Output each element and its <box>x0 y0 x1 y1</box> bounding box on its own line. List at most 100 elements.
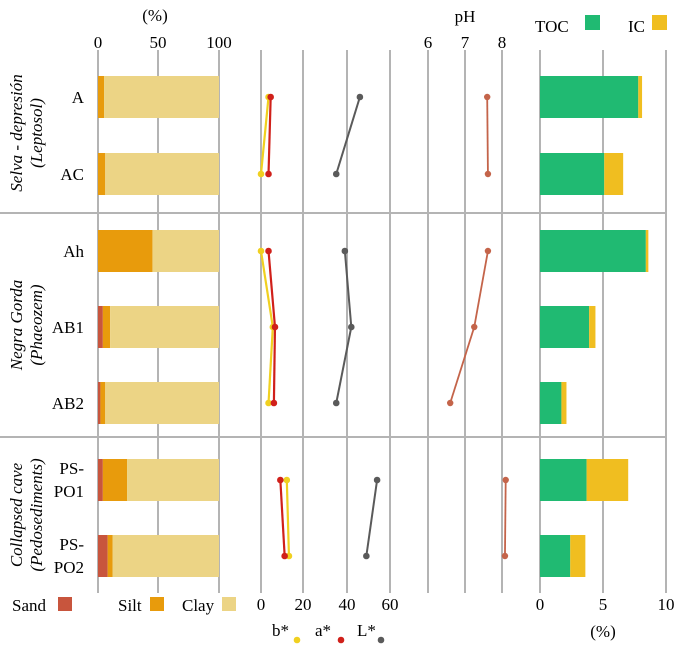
carbon-bar-ic-3 <box>589 306 596 348</box>
carbon-bar-toc-5 <box>540 459 587 501</box>
color-a-point-4 <box>270 399 278 407</box>
texture-bar-sand-6 <box>98 535 108 577</box>
ph-point-6 <box>501 552 509 560</box>
carbon-axis-unit: (%) <box>590 622 615 641</box>
legend-sand-label: Sand <box>12 596 47 615</box>
group-label-negra-line1: Negra Gorda <box>7 280 26 372</box>
ph-point-4 <box>447 399 454 407</box>
color-L-point-5 <box>373 476 381 484</box>
color-L-segment-1-0 <box>343 250 353 328</box>
color-L-point-0 <box>356 93 364 101</box>
texture-bar-clay-0 <box>104 76 219 118</box>
sample-label-2: Ah <box>63 242 84 261</box>
legend-silt-label: Silt <box>118 596 142 615</box>
color-L-point-2 <box>341 247 349 255</box>
group-label-negra-line2: (Phaeozem) <box>27 284 46 366</box>
texture-tick-label: 100 <box>206 33 232 52</box>
texture-bar-silt-0 <box>98 76 105 118</box>
carbon-bar-ic-2 <box>645 230 649 272</box>
carbon-bar-toc-4 <box>540 382 562 424</box>
carbon-bar-ic-6 <box>570 535 586 577</box>
texture-bar-clay-1 <box>105 153 219 195</box>
legend-a-marker <box>337 636 345 644</box>
ph-tick-label: 6 <box>424 33 433 52</box>
color-b-segment-1-1 <box>267 326 274 404</box>
color-L-segment-1-1 <box>335 326 353 404</box>
texture-bar-clay-4 <box>105 382 219 424</box>
sample-label-1: AC <box>60 165 84 184</box>
sample-label-6-line2: PO2 <box>54 558 84 577</box>
carbon-bar-toc-1 <box>540 153 605 195</box>
carbon-bar-ic-0 <box>638 76 643 118</box>
sample-label-3: AB1 <box>52 318 84 337</box>
ph-segment-2-0 <box>504 479 507 557</box>
group-label-cave-line2: (Pedosediments) <box>27 458 46 572</box>
sample-label-5-line2: PO1 <box>54 482 84 501</box>
legend-clay-swatch <box>222 597 236 611</box>
texture-bar-clay-2 <box>152 230 219 272</box>
texture-bar-silt-4 <box>100 382 106 424</box>
ph-point-2 <box>484 247 492 255</box>
legend-toc-label: TOC <box>535 17 569 36</box>
ph-segment-1-0 <box>473 250 489 328</box>
carbon-bar-ic-1 <box>604 153 624 195</box>
texture-bar-clay-6 <box>112 535 219 577</box>
legend-l-marker <box>377 636 385 644</box>
carbon-tick-label: 0 <box>536 595 545 614</box>
color-b-point-5 <box>283 476 291 484</box>
sample-label-0: A <box>72 88 85 107</box>
legend-toc-swatch <box>585 15 600 30</box>
texture-bar-sand-5 <box>98 459 103 501</box>
ph-point-0 <box>484 93 491 101</box>
ph-tick-label: 7 <box>461 33 470 52</box>
carbon-bar-toc-6 <box>540 535 571 577</box>
legend-clay-label: Clay <box>182 596 215 615</box>
group-label-selva-line1: Selva - depresión <box>7 74 26 191</box>
group-label-cave-line1: Collapsed cave <box>7 462 26 567</box>
legend-ic-label: IC <box>628 17 645 36</box>
color-a-point-6 <box>281 552 288 560</box>
texture-bar-silt-5 <box>102 459 128 501</box>
sample-label-6: PS- <box>59 535 84 554</box>
legend-l-label: L* <box>357 621 376 640</box>
legend-a-label: a* <box>315 621 331 640</box>
color-L-point-6 <box>363 552 370 560</box>
texture-bar-silt-1 <box>98 153 106 195</box>
ph-segment-1-1 <box>449 326 476 404</box>
carbon-bar-toc-3 <box>540 306 590 348</box>
color-tick-label: 0 <box>257 595 266 614</box>
color-tick-label: 60 <box>382 595 399 614</box>
texture-bar-silt-6 <box>107 535 113 577</box>
color-a-segment-2-0 <box>279 479 286 557</box>
carbon-bar-toc-2 <box>540 230 646 272</box>
color-a-point-5 <box>277 476 284 484</box>
color-a-segment-1-0 <box>267 250 277 328</box>
color-b-point-2 <box>257 247 265 255</box>
carbon-bar-ic-5 <box>586 459 629 501</box>
color-b-segment-2-0 <box>285 479 291 557</box>
carbon-tick-label: 5 <box>599 595 608 614</box>
ph-tick-label: 8 <box>498 33 507 52</box>
color-a-segment-1-1 <box>272 326 277 404</box>
color-b-segment-1-0 <box>259 250 274 328</box>
sample-label-4: AB2 <box>52 394 84 413</box>
ph-point-5 <box>502 476 509 484</box>
color-b-point-1 <box>257 170 265 178</box>
carbon-bar-toc-0 <box>540 76 639 118</box>
texture-bar-clay-3 <box>110 306 219 348</box>
color-a-point-0 <box>267 93 274 101</box>
texture-bar-sand-3 <box>98 306 103 348</box>
legend-b-label: b* <box>272 621 289 640</box>
color-b-point-4 <box>265 399 272 407</box>
carbon-tick-label: 10 <box>658 595 675 614</box>
color-L-point-4 <box>332 399 340 407</box>
color-a-segment-0-0 <box>267 96 272 175</box>
carbon-bar-ic-4 <box>561 382 567 424</box>
legend-b-marker <box>293 636 301 644</box>
legend-silt-swatch <box>150 597 164 611</box>
texture-bar-silt-3 <box>102 306 111 348</box>
ph-point-3 <box>471 323 478 331</box>
color-tick-label: 20 <box>295 595 312 614</box>
texture-bar-silt-2 <box>98 230 153 272</box>
